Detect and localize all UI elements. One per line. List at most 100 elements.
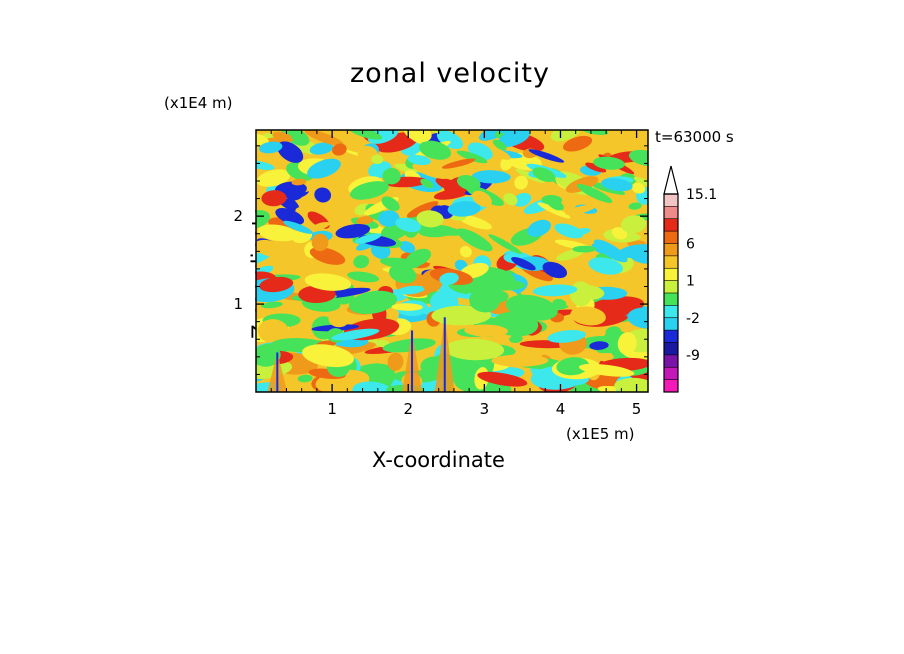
contour-blob <box>532 167 556 182</box>
colorbar: 15.1 6 1 -2 -9 <box>663 165 717 393</box>
contour-blob <box>633 176 648 189</box>
contour-blob <box>424 257 447 265</box>
contour-blob <box>391 303 423 311</box>
contour-blob <box>416 210 444 228</box>
contour-blob <box>314 187 332 203</box>
contour-blob <box>331 328 380 341</box>
contour-blob <box>295 206 308 215</box>
colorbar-swatch <box>664 255 678 269</box>
contour-blob <box>388 264 417 284</box>
contour-blob <box>505 294 558 321</box>
contour-blob <box>472 190 492 207</box>
contour-blob <box>261 190 287 207</box>
colorbar-label: -2 <box>686 311 700 327</box>
colorbar-swatch <box>664 367 678 380</box>
contour-blob <box>469 288 500 313</box>
colorbar-swatch <box>664 231 678 244</box>
contour-blob <box>412 163 449 179</box>
contour-blob <box>328 311 349 328</box>
y-unit-label: (x1E4 m) <box>164 94 233 112</box>
contour-blob <box>309 142 334 155</box>
contour-blob <box>434 227 463 236</box>
contour-blob <box>532 284 578 297</box>
contour-blob <box>471 170 511 184</box>
contour-blob <box>478 130 513 141</box>
plot-frame <box>255 129 649 393</box>
colorbar-extend-arrow <box>663 165 679 195</box>
colorbar-swatch <box>664 206 678 220</box>
contour-blob <box>381 196 400 211</box>
time-label: t=63000 s <box>655 128 734 146</box>
colorbar-swatch <box>664 305 678 319</box>
contour-blob <box>272 131 292 142</box>
contour-blob <box>257 224 299 242</box>
contour-blob <box>631 182 646 194</box>
contour-blob <box>379 257 420 269</box>
contour-blob <box>256 306 275 317</box>
contour-blob <box>304 273 352 291</box>
contour-blob <box>311 233 329 252</box>
contour-blob <box>277 141 304 163</box>
contour-blob <box>349 181 390 200</box>
colorbar-swatch <box>664 194 678 207</box>
contour-blob <box>302 344 354 368</box>
contour-blob <box>617 332 637 355</box>
contour-blob <box>572 245 597 253</box>
contour-blob <box>556 357 590 376</box>
contour-blob <box>588 257 623 275</box>
contour-blob <box>628 202 642 210</box>
contour-blob <box>464 324 508 337</box>
colorbar-swatch <box>664 293 678 306</box>
contour-blob <box>283 220 313 234</box>
contour-blob <box>332 143 347 156</box>
y-tick-label: 1 <box>233 295 243 313</box>
contour-blob <box>576 184 613 203</box>
contour-blob <box>578 363 635 377</box>
contour-blob <box>563 135 593 152</box>
contour-blob <box>527 219 551 237</box>
contour-blob <box>588 181 626 195</box>
x-tick-label: 3 <box>480 400 490 418</box>
colorbar-swatch <box>664 317 678 331</box>
contour-blob <box>406 201 439 218</box>
contour-blob <box>439 272 459 285</box>
contour-blob <box>601 178 633 192</box>
contour-blob <box>503 193 518 206</box>
contour-blob <box>614 377 648 392</box>
x-axis: 1 2 3 4 5 <box>270 130 642 418</box>
contour-blob <box>502 215 538 223</box>
contour-blob <box>570 306 606 326</box>
contour-blob <box>456 150 488 164</box>
contour-blob <box>513 192 532 207</box>
x-tick-label: 5 <box>632 400 642 418</box>
contour-blob <box>407 154 431 166</box>
contour-blob <box>256 344 281 367</box>
y-tick-label: 2 <box>233 207 243 225</box>
contour-blob <box>441 158 476 169</box>
contour-blob <box>371 154 384 165</box>
colorbar-label: -9 <box>686 348 700 364</box>
contour-blob <box>589 341 609 350</box>
contour-blob <box>258 141 283 154</box>
contour-blob <box>593 156 625 170</box>
contour-blob <box>456 228 493 252</box>
contour-blob <box>488 234 522 255</box>
contour-blob <box>256 133 269 146</box>
contour-blob <box>256 160 275 170</box>
contour-blob <box>477 371 528 387</box>
contour-blob <box>565 204 596 216</box>
contour-blob <box>431 305 492 326</box>
colorbar-swatch <box>664 268 678 281</box>
chart-title: zonal velocity <box>350 58 550 89</box>
y-axis: 12 <box>233 145 648 375</box>
contour-blob <box>511 256 536 271</box>
colorbar-label: 6 <box>686 237 695 253</box>
contour-blob <box>352 381 393 392</box>
contour-blob <box>256 239 286 258</box>
contour-blob <box>333 133 366 153</box>
contour-blob <box>528 149 565 163</box>
colorbar-swatch <box>664 243 678 257</box>
contour-blob <box>304 130 344 146</box>
